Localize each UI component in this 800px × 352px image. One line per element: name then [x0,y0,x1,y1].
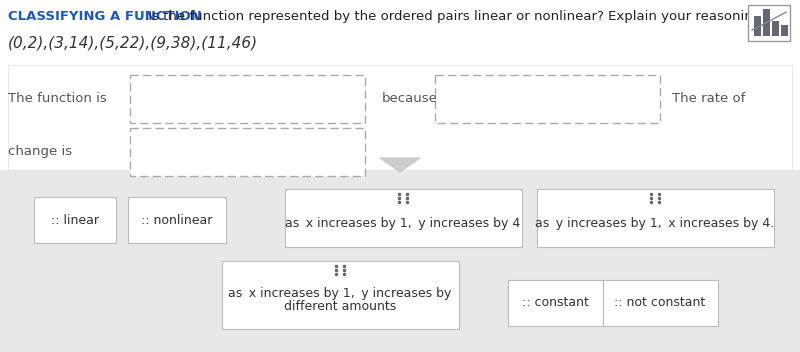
FancyBboxPatch shape [285,189,522,247]
Text: :: not constant: :: not constant [614,296,706,309]
FancyBboxPatch shape [781,25,788,36]
Text: :: constant: :: constant [522,296,589,309]
Text: as  x increases by 1,  y increases by 4: as x increases by 1, y increases by 4 [286,216,521,230]
Polygon shape [380,158,420,172]
FancyBboxPatch shape [754,16,761,36]
Text: Is the function represented by the ordered pairs linear or nonlinear? Explain yo: Is the function represented by the order… [145,10,766,23]
FancyBboxPatch shape [8,65,792,170]
Text: as  y increases by 1,  x increases by 4.: as y increases by 1, x increases by 4. [535,216,774,230]
FancyBboxPatch shape [34,197,116,243]
FancyBboxPatch shape [602,280,718,326]
FancyBboxPatch shape [763,8,770,36]
Text: The function is: The function is [8,93,106,106]
FancyBboxPatch shape [748,5,790,41]
Text: because: because [382,93,438,106]
Text: The rate of: The rate of [672,93,746,106]
FancyBboxPatch shape [507,280,602,326]
FancyBboxPatch shape [0,0,800,170]
FancyBboxPatch shape [222,261,458,329]
FancyBboxPatch shape [130,75,365,123]
FancyBboxPatch shape [435,75,660,123]
FancyBboxPatch shape [537,189,774,247]
Text: :: nonlinear: :: nonlinear [142,214,213,226]
Text: change is: change is [8,145,72,158]
Text: :: linear: :: linear [51,214,99,226]
Text: as  x increases by 1,  y increases by: as x increases by 1, y increases by [228,287,452,300]
FancyBboxPatch shape [0,170,800,352]
Text: (0,2),(3,14),(5,22),(9,38),(11,46): (0,2),(3,14),(5,22),(9,38),(11,46) [8,35,258,50]
FancyBboxPatch shape [772,21,779,36]
Text: CLASSIFYING A FUNCTION: CLASSIFYING A FUNCTION [8,10,202,23]
FancyBboxPatch shape [128,197,226,243]
Text: different amounts: different amounts [284,301,396,314]
FancyBboxPatch shape [130,128,365,176]
